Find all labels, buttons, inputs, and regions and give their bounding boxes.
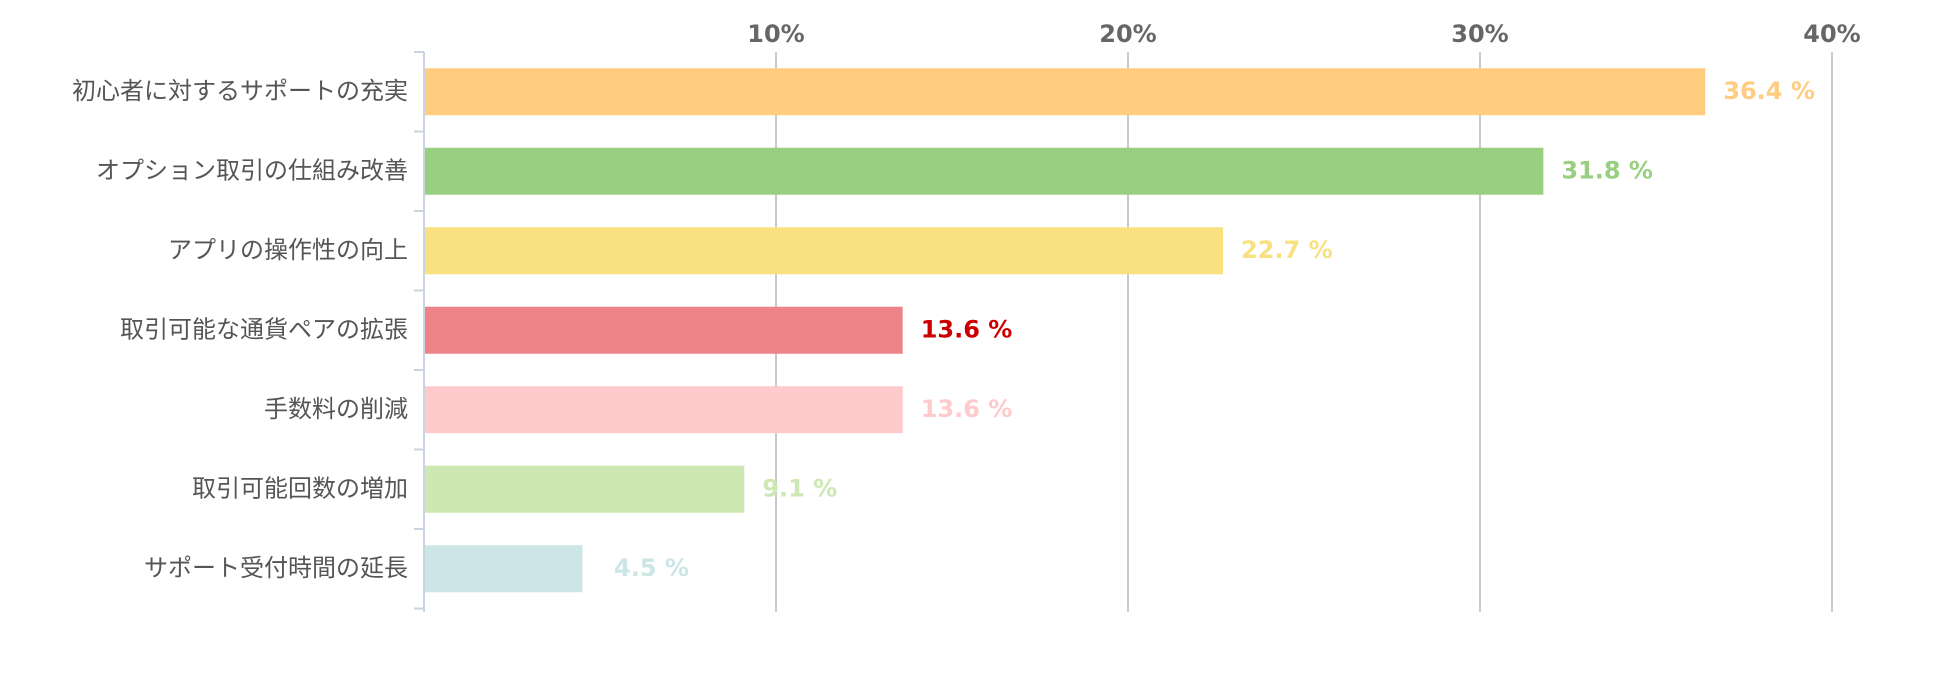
bar [425, 545, 583, 593]
value-labels: 36.4 % 31.8 % 22.7 % 13.6 % 13.6 % 9.1 % 4.5 % [614, 77, 1815, 582]
value-label: 13.6 % [921, 395, 1013, 423]
x-tick-label: 30% [1451, 20, 1508, 48]
bar [425, 68, 1706, 116]
x-tick-label: 10% [747, 20, 804, 48]
bar [425, 386, 903, 434]
y-axis [414, 51, 425, 612]
value-label: 4.5 % [614, 554, 689, 582]
category-label: 取引可能な通貨ペアの拡張 [120, 315, 408, 343]
category-labels: 初心者に対するサポートの充実オプション取引の仕組み改善アプリの操作性の向上取引可… [72, 77, 408, 582]
bar [425, 227, 1224, 275]
bar [425, 465, 745, 513]
value-label: 31.8 % [1561, 156, 1653, 184]
x-axis-ticks: 10% 20% 30% 40% [747, 20, 1860, 48]
bars [425, 68, 1706, 593]
value-label: 13.6 % [921, 315, 1013, 343]
category-label: 手数料の削減 [264, 395, 408, 423]
bar [425, 306, 903, 354]
value-label: 9.1 % [762, 474, 837, 502]
x-tick-label: 20% [1099, 20, 1156, 48]
value-label: 36.4 % [1723, 77, 1815, 105]
category-label: アプリの操作性の向上 [168, 236, 408, 264]
x-tick-label: 40% [1803, 20, 1860, 48]
category-label: サポート受付時間の延長 [144, 554, 408, 582]
value-label: 22.7 % [1241, 236, 1333, 264]
bar [425, 147, 1544, 195]
category-label: 取引可能回数の増加 [192, 474, 408, 502]
category-label: オプション取引の仕組み改善 [96, 156, 408, 184]
category-label: 初心者に対するサポートの充実 [72, 77, 408, 105]
